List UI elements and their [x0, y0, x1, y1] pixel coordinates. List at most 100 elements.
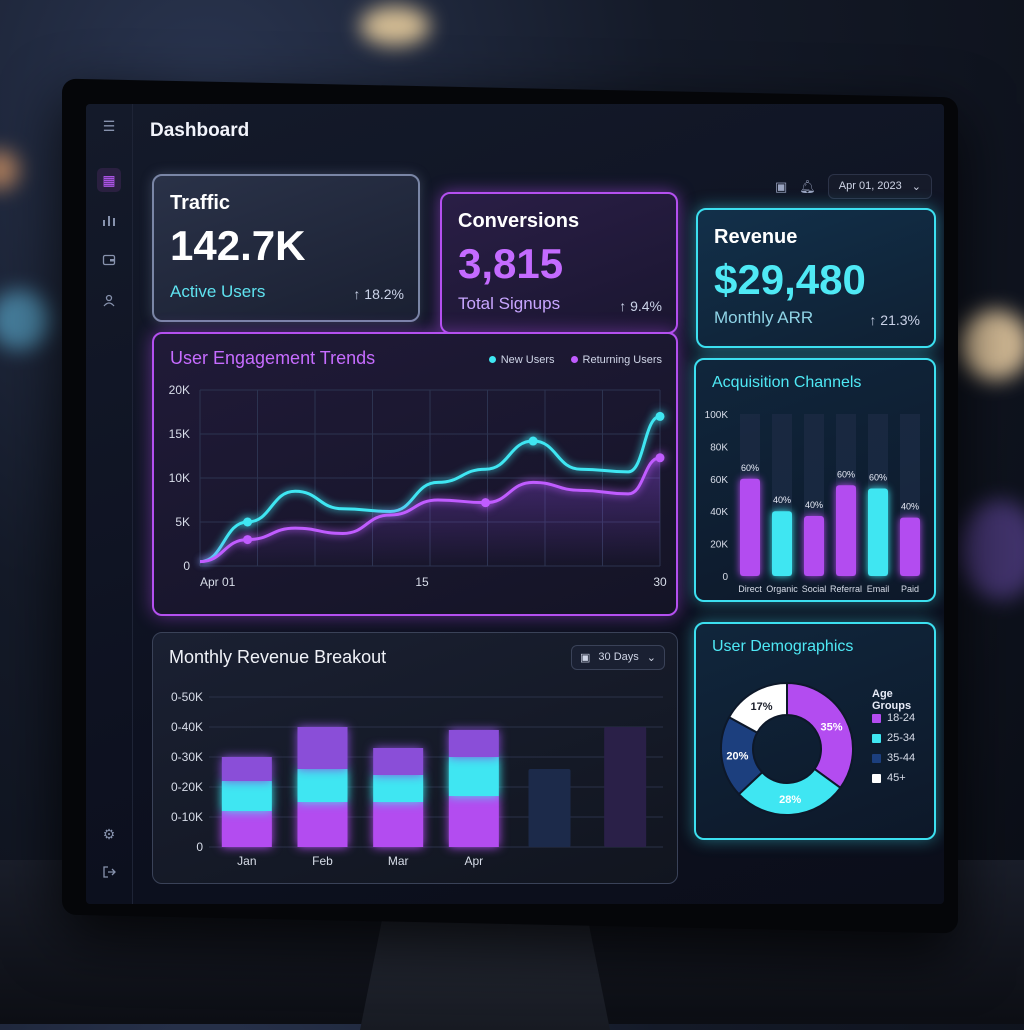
wallet-icon[interactable] [97, 248, 121, 272]
bar-segment [221, 757, 272, 781]
data-label: 60% [869, 473, 887, 483]
legend-label: 35-44 [887, 752, 916, 764]
conversions-change: ↑ 9.4% [619, 298, 662, 314]
range-value: 30 Days [598, 651, 639, 663]
conversions-label: Conversions [458, 210, 580, 232]
series-line [199, 456, 661, 564]
engagement-legend: New Users Returning Users [488, 354, 662, 366]
x-tick-label: Jan [237, 854, 256, 868]
x-tick-label: 30 [653, 575, 667, 589]
x-tick-label: Apr 01 [200, 575, 236, 589]
x-tick-label: Referral [830, 584, 862, 594]
calendar-icon: ▣ [580, 652, 591, 664]
bar-segment [297, 769, 348, 802]
legend-label: 45+ [887, 772, 906, 784]
conversions-card[interactable]: Conversions 3,815 Total Signups ↑ 9.4% [440, 192, 678, 334]
bar [740, 478, 760, 576]
legend-label: 25-34 [887, 732, 916, 744]
y-tick-label: 0-50K [171, 690, 203, 704]
background-light [0, 150, 20, 190]
data-point [655, 411, 665, 421]
date-picker[interactable]: Apr 01, 2023 ⌄ [827, 174, 932, 199]
wallet-icon-glyph [102, 254, 116, 266]
conversions-sub: Total Signups [458, 294, 561, 313]
age-legend-item[interactable]: 18-24 [872, 708, 915, 728]
monthly-revenue-chart: 0 0-10K 0-20K 0-30K 0-40K 0-50K Jan Feb Mar Apr [171, 690, 663, 868]
x-tick-label: Feb [312, 854, 333, 868]
legend-swatch [872, 733, 881, 743]
bar [772, 511, 792, 576]
grid-icon[interactable]: ▦ [97, 168, 121, 192]
age-groups-legend: 18-24 25-34 35-44 45+ [872, 708, 915, 788]
donut-slice [786, 681, 854, 790]
background-light [960, 310, 1024, 380]
chart-icon-glyph [103, 216, 115, 226]
acquisition-title: Acquisition Channels [712, 374, 862, 391]
age-legend-item[interactable]: 35-44 [872, 748, 915, 768]
legend-dot [488, 356, 496, 363]
chart-icon[interactable] [97, 208, 121, 232]
y-tick-label: 0 [183, 559, 190, 573]
revenue-sub: Monthly ARR [714, 308, 814, 327]
slice-label: 35% [821, 721, 843, 733]
conversions-value: 3,815 [458, 240, 564, 287]
range-dropdown[interactable]: ▣ 30 Days ⌄ [571, 645, 665, 670]
top-toolbar: ▣ 🔔︎ Apr 01, 2023 ⌄ [775, 174, 932, 199]
bar-segment [221, 811, 272, 847]
y-tick-label: 80K [710, 442, 728, 453]
age-legend-item[interactable]: 45+ [872, 768, 915, 788]
y-tick-label: 20K [710, 540, 728, 551]
slice-label: 20% [726, 750, 748, 762]
chevron-down-icon: ⌄ [646, 652, 656, 664]
date-value: Apr 01, 2023 [838, 180, 902, 192]
x-tick-label: Organic [766, 584, 798, 594]
x-tick-label: Direct [738, 584, 762, 594]
y-tick-label: 100K [705, 410, 729, 421]
data-label: 40% [773, 495, 791, 505]
legend-new-users[interactable]: New Users [488, 354, 555, 366]
donut-slice [727, 681, 788, 734]
age-legend-item[interactable]: 25-34 [872, 728, 915, 748]
monthly-revenue-card: Monthly Revenue Breakout ▣ 30 Days ⌄ 0 0-… [152, 632, 678, 884]
bar-segment [297, 727, 348, 769]
data-point [243, 517, 253, 527]
bar [836, 485, 856, 576]
bar-segment [373, 775, 424, 802]
users-icon[interactable] [97, 288, 121, 312]
data-point [528, 436, 538, 446]
page-title: Dashboard [150, 120, 250, 141]
donut-slice [737, 767, 842, 816]
traffic-value: 142.7K [170, 222, 306, 269]
demographics-title: User Demographics [712, 638, 854, 655]
settings-icon[interactable]: ⚙ [102, 825, 116, 842]
users-icon-glyph [103, 294, 115, 307]
revenue-label: Revenue [714, 226, 798, 248]
slice-label: 28% [779, 794, 801, 806]
data-point [481, 498, 491, 508]
bar-segment [373, 748, 424, 775]
age-groups-title: Age Groups [872, 688, 912, 712]
engagement-card: User Engagement Trends New Users Returni… [152, 332, 678, 616]
legend-returning-users[interactable]: Returning Users [570, 354, 662, 366]
legend-label: 18-24 [887, 712, 916, 724]
bar-segment [448, 730, 499, 757]
demographics-donut: 35% 28% 20% 17% [720, 681, 854, 816]
data-label: 40% [901, 502, 919, 512]
calendar-icon[interactable]: ▣ [774, 178, 788, 194]
traffic-change: ↑ 18.2% [353, 286, 404, 302]
bar-segment [448, 796, 499, 847]
bell-icon[interactable]: 🔔︎ [799, 178, 816, 194]
traffic-card[interactable]: Traffic 142.7K Active Users ↑ 18.2% [152, 174, 420, 322]
ghost-bar [528, 769, 571, 847]
y-tick-label: 60K [710, 475, 728, 486]
bar-segment [297, 802, 348, 847]
revenue-card[interactable]: Revenue $29,480 Monthly ARR ↑ 21.3% [696, 208, 936, 348]
y-tick-label: 40K [710, 507, 728, 518]
y-tick-label: 0 [196, 840, 203, 854]
menu-icon[interactable]: ☰ [102, 117, 116, 134]
y-tick-label: 5K [175, 515, 190, 529]
logout-icon[interactable] [97, 860, 121, 884]
series-line [199, 414, 661, 564]
ghost-bar [604, 727, 647, 847]
sidebar: ☰ ▦ ⚙ [86, 104, 133, 904]
